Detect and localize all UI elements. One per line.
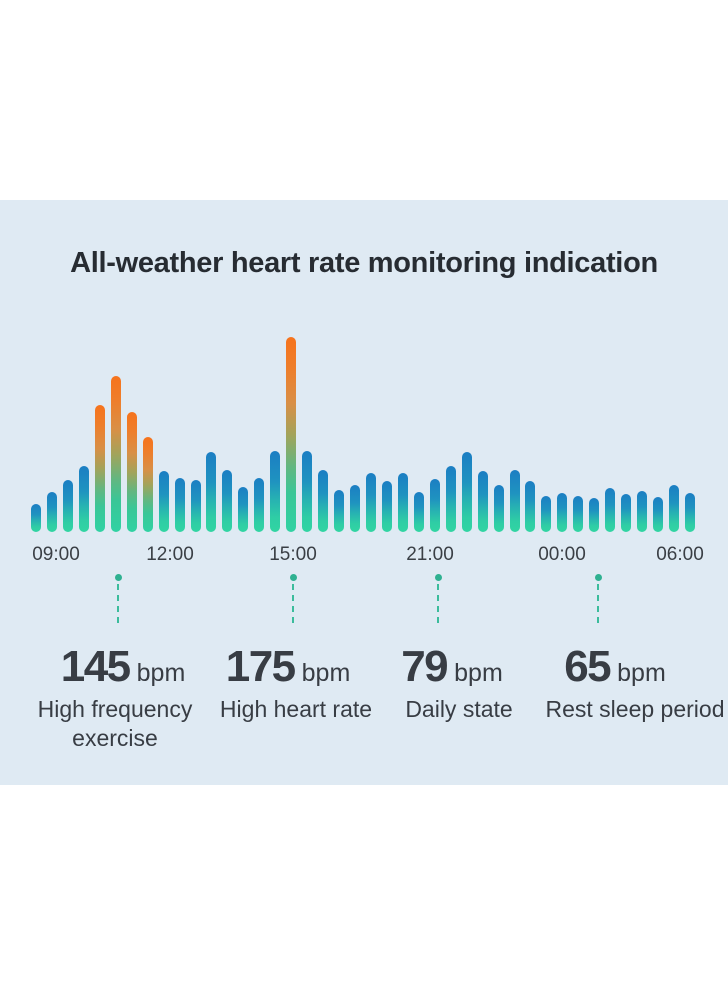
annotation-marker [594, 574, 602, 623]
heart-rate-bar [493, 485, 504, 532]
heart-rate-bar [477, 471, 488, 532]
annotation-label: High frequency exercise [38, 695, 193, 753]
marker-dashed-line [117, 584, 119, 623]
annotation-label-line: High heart rate [219, 696, 373, 722]
page-title: All-weather heart rate monitoring indica… [70, 247, 658, 279]
annotation-value-row: 79 bpm [401, 645, 503, 689]
heart-rate-bar [605, 488, 616, 532]
heart-rate-bar [350, 485, 360, 532]
marker-dot-icon [289, 574, 297, 581]
x-axis-tick: 00:00 [538, 544, 586, 565]
heart-rate-bar [222, 470, 233, 532]
heart-rate-bar [206, 452, 217, 532]
marker-dashed-line [597, 584, 599, 623]
heart-rate-bar [334, 490, 345, 532]
heart-rate-bar [254, 478, 265, 532]
heart-rate-bar [637, 491, 648, 532]
heart-rate-bar [270, 451, 281, 532]
annotation-label-line: High frequency [37, 696, 193, 722]
annotation-value: 79 [401, 642, 448, 691]
heart-rate-bar-high [94, 405, 105, 532]
annotation-label: Rest sleep period [546, 695, 725, 724]
heart-rate-bar [525, 481, 536, 532]
heart-rate-bar [653, 497, 664, 532]
annotation-unit: bpm [301, 659, 351, 687]
heart-rate-bar [158, 471, 169, 532]
x-axis-tick: 21:00 [406, 544, 454, 565]
heart-rate-bar [62, 480, 73, 532]
annotation-label: High heart rate [220, 695, 372, 724]
heart-rate-bar [190, 480, 201, 532]
annotation-unit: bpm [136, 659, 186, 687]
heart-rate-bar-high [142, 437, 153, 532]
heart-rate-bar [461, 452, 472, 532]
annotation-value: 65 [564, 642, 611, 691]
heart-rate-bar [573, 496, 584, 532]
heart-rate-bar [589, 498, 600, 532]
heart-rate-bar-high [286, 337, 297, 532]
annotation-label-line: Rest sleep period [545, 696, 725, 722]
heart-rate-bar [669, 485, 679, 532]
annotation-value: 145 [60, 642, 131, 691]
heart-rate-bar [365, 473, 376, 532]
heart-rate-bar [509, 470, 520, 532]
annotation-marker [434, 574, 442, 623]
heart-rate-bar-high [110, 376, 121, 532]
annotation-unit: bpm [454, 659, 503, 687]
heart-rate-bar [445, 466, 456, 532]
annotation-label-line: exercise [72, 725, 158, 751]
x-axis-tick: 09:00 [32, 544, 80, 565]
marker-dot-icon [594, 574, 602, 581]
heart-rate-bar [302, 451, 313, 532]
x-axis-tick: 06:00 [656, 544, 704, 565]
heart-rate-bar [46, 492, 57, 532]
marker-dashed-line [292, 584, 294, 623]
heart-rate-bar [31, 504, 41, 532]
heart-rate-bar [621, 494, 632, 532]
heart-rate-bar-high [126, 412, 137, 532]
annotation-value: 175 [225, 642, 296, 691]
annotation-label-line: Daily state [405, 696, 513, 722]
heart-rate-bar [413, 492, 424, 532]
heart-rate-bar [381, 481, 392, 532]
annotation-marker [289, 574, 297, 623]
heart-rate-bar [78, 466, 89, 532]
heart-rate-bar [557, 493, 568, 532]
annotation-value-row: 175 bpm [226, 645, 351, 689]
heart-rate-bar [429, 479, 440, 532]
annotation-label: Daily state [405, 695, 512, 724]
annotation-marker [114, 574, 122, 623]
x-axis-tick: 12:00 [146, 544, 194, 565]
annotation-value-row: 65 bpm [564, 645, 666, 689]
annotation-value-row: 145 bpm [61, 645, 186, 689]
heart-rate-bar [174, 478, 185, 532]
marker-dashed-line [437, 584, 439, 623]
heart-rate-bar [238, 487, 249, 532]
heart-rate-bar [684, 493, 695, 532]
marker-dot-icon [114, 574, 122, 581]
heart-rate-bar [318, 470, 329, 532]
marker-dot-icon [434, 574, 442, 581]
x-axis-tick: 15:00 [269, 544, 317, 565]
heart-rate-bar [541, 496, 552, 532]
annotation-unit: bpm [617, 659, 666, 687]
heart-rate-bar [397, 473, 408, 532]
